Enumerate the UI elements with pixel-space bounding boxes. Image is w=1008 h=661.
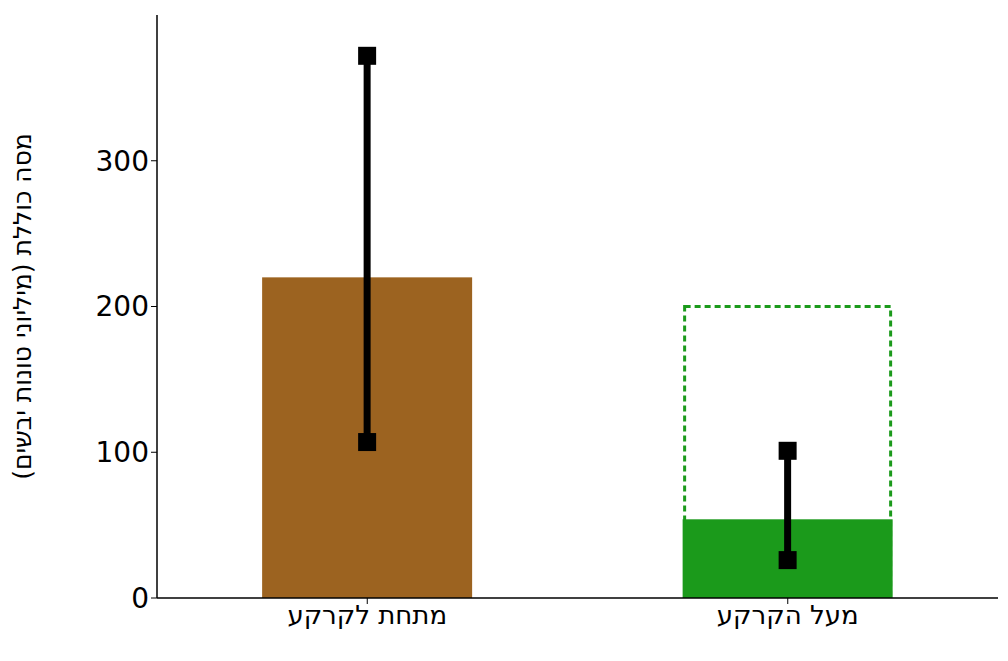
svg-text:מסה כוללת (מיליוני טונות יבשים: מסה כוללת (מיליוני טונות יבשים) bbox=[8, 133, 37, 480]
svg-text:200: 200 bbox=[96, 290, 149, 323]
svg-text:מעל הקרקע: מעל הקרקע bbox=[717, 600, 859, 630]
svg-text:100: 100 bbox=[96, 436, 149, 469]
svg-text:300: 300 bbox=[96, 145, 149, 178]
svg-text:0: 0 bbox=[131, 582, 149, 615]
svg-text:מתחת לקרקע: מתחת לקרקע bbox=[287, 600, 447, 630]
